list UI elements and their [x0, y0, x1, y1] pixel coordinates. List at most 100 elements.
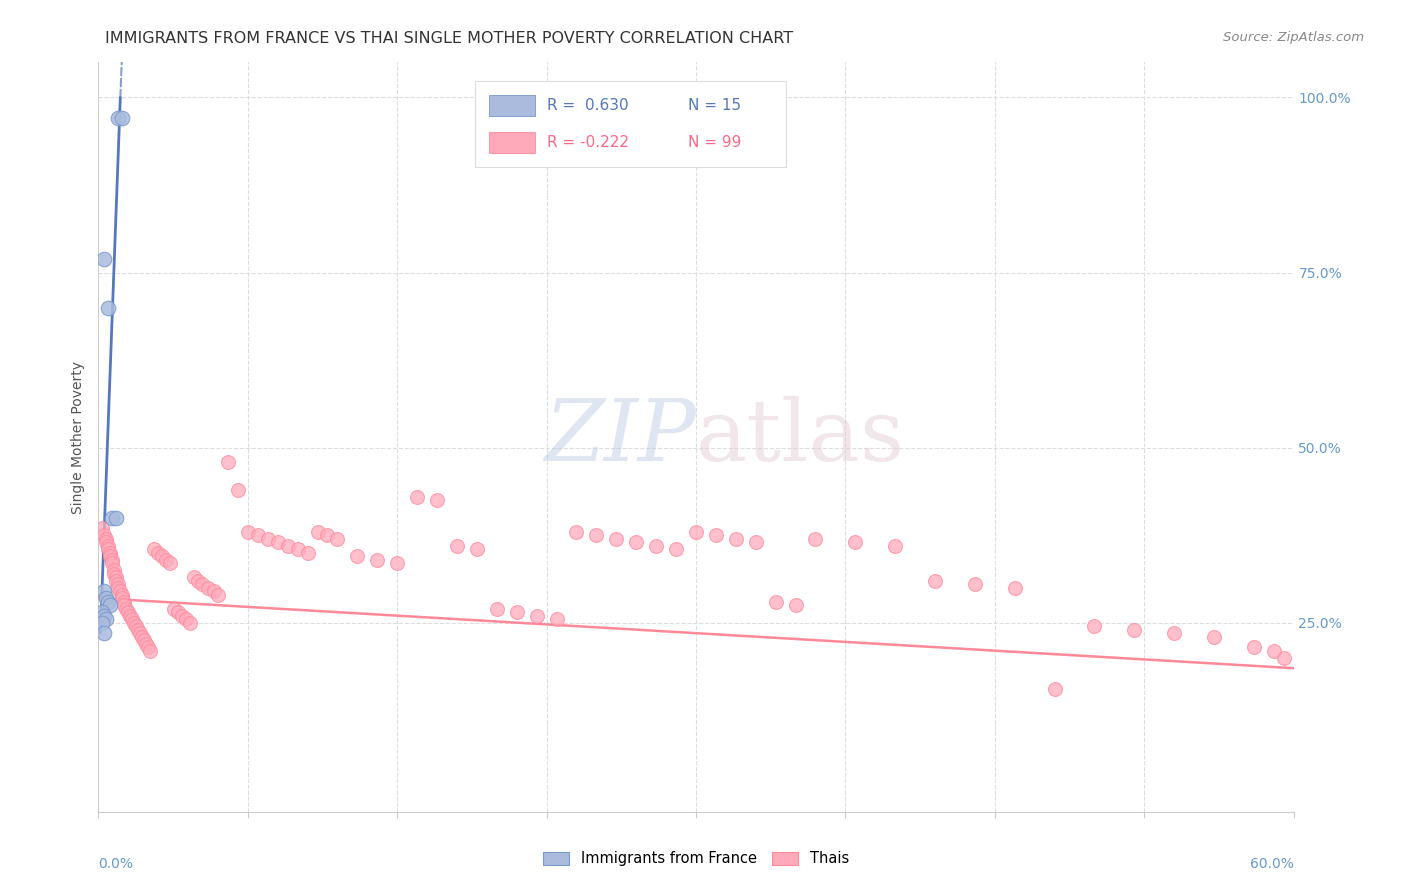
Point — [136, 640, 159, 655]
Point — [98, 546, 122, 560]
Point — [207, 588, 229, 602]
Point — [326, 532, 349, 546]
FancyBboxPatch shape — [475, 81, 786, 168]
Text: N = 15: N = 15 — [688, 97, 741, 112]
Point — [1272, 650, 1295, 665]
Point — [159, 556, 181, 570]
Point — [546, 612, 568, 626]
Point — [93, 626, 115, 640]
Point — [93, 584, 115, 599]
Point — [124, 615, 146, 630]
Point — [236, 524, 259, 539]
Text: 60.0%: 60.0% — [1250, 856, 1294, 871]
Point — [844, 535, 866, 549]
Point — [105, 510, 128, 524]
Point — [724, 532, 747, 546]
Text: IMMIGRANTS FROM FRANCE VS THAI SINGLE MOTHER POVERTY CORRELATION CHART: IMMIGRANTS FROM FRANCE VS THAI SINGLE MO… — [105, 31, 793, 46]
Point — [316, 528, 339, 542]
Point — [131, 630, 153, 644]
Point — [139, 643, 162, 657]
Point — [96, 535, 118, 549]
Point — [406, 490, 429, 504]
Point — [506, 605, 529, 619]
Point — [143, 542, 166, 557]
Point — [91, 521, 114, 535]
Point — [287, 542, 309, 557]
Point — [98, 598, 122, 612]
Point — [110, 584, 132, 599]
Y-axis label: Single Mother Poverty: Single Mother Poverty — [72, 360, 86, 514]
Point — [163, 601, 186, 615]
Text: R =  0.630: R = 0.630 — [547, 97, 628, 112]
Point — [226, 483, 249, 497]
Point — [202, 584, 225, 599]
Point — [256, 532, 278, 546]
Point — [465, 542, 488, 557]
Point — [183, 570, 205, 584]
Point — [1202, 630, 1225, 644]
Point — [804, 532, 827, 546]
Point — [105, 574, 128, 588]
Point — [485, 601, 508, 615]
Point — [97, 539, 120, 553]
Point — [1043, 682, 1066, 697]
Point — [101, 552, 124, 566]
Text: ZIP: ZIP — [544, 396, 696, 478]
Point — [125, 619, 148, 633]
Point — [135, 637, 157, 651]
Point — [127, 623, 149, 637]
Point — [1123, 623, 1146, 637]
Legend: Immigrants from France, Thais: Immigrants from France, Thais — [537, 846, 855, 871]
Point — [924, 574, 946, 588]
Point — [884, 539, 907, 553]
Point — [765, 594, 787, 608]
Point — [1163, 626, 1185, 640]
Point — [101, 556, 124, 570]
Point — [446, 539, 468, 553]
Point — [745, 535, 768, 549]
FancyBboxPatch shape — [489, 132, 534, 153]
Point — [111, 112, 134, 126]
Point — [172, 608, 194, 623]
Point — [167, 605, 190, 619]
Point — [277, 539, 299, 553]
Text: atlas: atlas — [696, 395, 905, 479]
Point — [1263, 643, 1285, 657]
Point — [121, 612, 143, 626]
Point — [111, 588, 134, 602]
Point — [963, 577, 986, 591]
Point — [97, 301, 120, 315]
Text: 0.0%: 0.0% — [98, 856, 134, 871]
Point — [96, 612, 118, 626]
Point — [217, 454, 239, 468]
Point — [107, 112, 129, 126]
Point — [346, 549, 368, 563]
Point — [246, 528, 269, 542]
Point — [97, 594, 120, 608]
Point — [107, 577, 129, 591]
Point — [385, 556, 409, 570]
Point — [98, 549, 122, 563]
Point — [665, 542, 688, 557]
Point — [267, 535, 290, 549]
Point — [105, 570, 128, 584]
Point — [111, 591, 134, 606]
Point — [1243, 640, 1265, 655]
Point — [179, 615, 201, 630]
Point — [605, 532, 627, 546]
Point — [197, 581, 219, 595]
Point — [565, 524, 588, 539]
Point — [155, 552, 177, 566]
Point — [685, 524, 707, 539]
Point — [117, 605, 139, 619]
Point — [704, 528, 727, 542]
Point — [112, 598, 135, 612]
Point — [97, 542, 120, 557]
Point — [785, 598, 807, 612]
Point — [91, 615, 114, 630]
Point — [101, 510, 124, 524]
Point — [187, 574, 209, 588]
Point — [191, 577, 214, 591]
Point — [96, 532, 118, 546]
Point — [115, 601, 138, 615]
